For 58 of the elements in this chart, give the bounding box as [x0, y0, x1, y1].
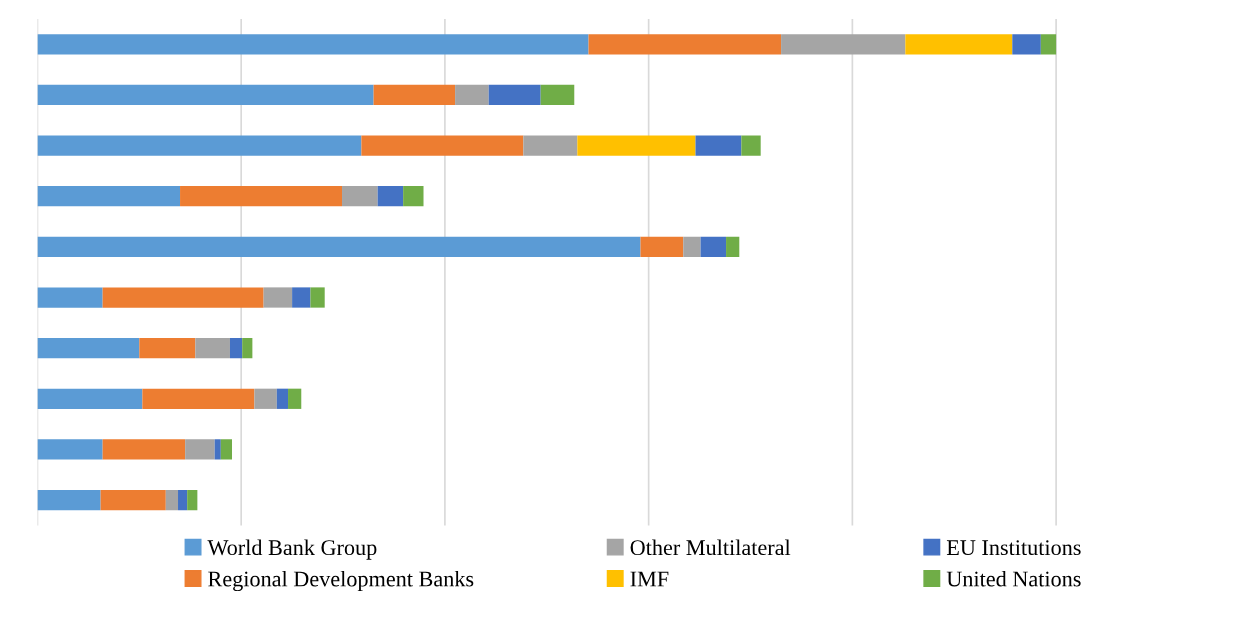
bar — [695, 135, 742, 156]
bar — [523, 135, 578, 156]
bar — [37, 236, 641, 257]
bar — [741, 135, 761, 156]
bar — [37, 439, 103, 460]
bar — [102, 287, 264, 308]
bar — [276, 388, 289, 409]
bar — [37, 388, 143, 409]
bar — [1040, 34, 1057, 55]
bar — [683, 236, 701, 257]
bar — [377, 186, 404, 207]
bar — [292, 287, 311, 308]
bar — [187, 489, 198, 511]
bar — [37, 84, 374, 106]
bar — [263, 287, 293, 308]
legend-label: EU Institutions — [946, 540, 1081, 556]
bar — [254, 388, 277, 409]
bar — [102, 439, 186, 460]
bar — [455, 84, 489, 106]
legend-label: World Bank Group — [207, 539, 377, 560]
bar — [139, 338, 196, 359]
bar — [220, 439, 233, 460]
bar — [37, 489, 101, 511]
bar — [361, 135, 524, 156]
bar — [310, 287, 325, 308]
legend-label: IMF — [630, 571, 669, 587]
bar — [37, 34, 589, 55]
bar — [37, 287, 103, 308]
bar — [726, 236, 740, 257]
bar — [1012, 34, 1041, 55]
bar — [781, 34, 906, 55]
bar — [342, 186, 378, 207]
bar — [142, 388, 255, 409]
bar — [242, 338, 253, 359]
bar — [288, 388, 302, 409]
bar — [100, 489, 166, 511]
bar — [178, 489, 188, 511]
bar — [640, 236, 684, 257]
bar — [577, 135, 696, 156]
bar — [403, 186, 424, 207]
bar — [37, 186, 181, 207]
bar — [214, 439, 221, 460]
bar — [540, 84, 575, 106]
bar — [165, 489, 179, 511]
bar — [588, 34, 782, 55]
bar — [488, 84, 541, 106]
bar — [180, 186, 343, 207]
bar — [37, 338, 140, 359]
legend-label: Regional Development Banks — [208, 570, 474, 592]
bar — [185, 439, 215, 460]
bar — [195, 338, 230, 359]
bar — [905, 34, 1013, 55]
bar — [373, 84, 456, 106]
legend-label: United Nations — [946, 570, 1081, 587]
bar — [229, 338, 243, 359]
bar — [700, 236, 727, 257]
legend-label: Other Multilateral — [630, 539, 791, 556]
bar — [37, 135, 362, 156]
